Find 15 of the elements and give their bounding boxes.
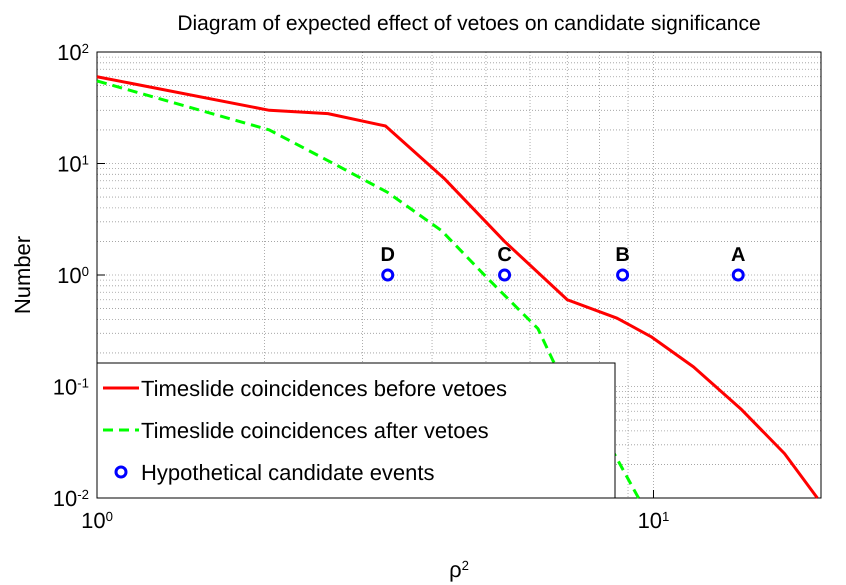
- legend-label: Hypothetical candidate events: [141, 460, 435, 485]
- y-axis-title: Number: [10, 236, 35, 314]
- y-tick-label: 10$^{2}$: [57, 40, 89, 65]
- legend-label: Timeslide coincidences before vetoes: [141, 376, 508, 401]
- y-tick-label: 10$^{1}$: [57, 152, 89, 176]
- annotation: C: [497, 244, 512, 266]
- y-tick-label: 10$^{-1}$: [52, 374, 89, 400]
- legend-label: Timeslide coincidences after vetoes: [141, 418, 489, 443]
- annotation: A: [731, 244, 746, 266]
- chart-title: Diagram of expected effect of vetoes on candidate significance: [177, 12, 761, 35]
- y-tick-label: 10$^{0}$: [57, 263, 89, 288]
- annotation: D: [380, 244, 395, 266]
- x-axis-title: ρ$^{2}$: [449, 557, 469, 582]
- annotation: B: [615, 244, 630, 266]
- y-tick-label: 10$^{-2}$: [52, 486, 89, 511]
